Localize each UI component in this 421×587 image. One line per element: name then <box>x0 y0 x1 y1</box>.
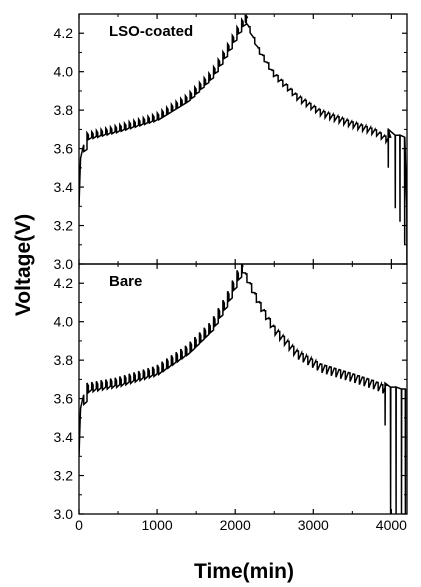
panel-label: LSO-coated <box>109 23 193 40</box>
y-axis-title: Voltage(V) <box>12 214 35 316</box>
y-tick-label: 3.4 <box>54 429 74 445</box>
panel-bare: 3.0 3.2 3.4 3.6 3.8 4.0 4.2 Bare <box>54 263 408 522</box>
x-tick-label: 2000 <box>220 517 251 533</box>
y-tick-label: 3.8 <box>54 352 74 368</box>
y-tick-label: 4.0 <box>54 314 74 330</box>
y-tick-label: 4.2 <box>54 25 74 41</box>
panels-group: 3.0 3.2 3.4 3.6 3.8 4.0 4.2 LSO-coated 3.0 3.2 3.4… <box>54 13 408 522</box>
y-tick-label: 4.0 <box>54 64 74 80</box>
voltage-curve <box>79 14 407 264</box>
plot-frame <box>78 13 408 265</box>
y-tick-label: 3.0 <box>54 506 74 522</box>
panel-lso-coated: 3.0 3.2 3.4 3.6 3.8 4.0 4.2 LSO-coated <box>54 13 408 272</box>
y-tick-label: 4.2 <box>54 275 74 291</box>
voltage-curve <box>79 264 407 514</box>
y-tick-label: 3.2 <box>54 468 74 484</box>
plot-frame <box>78 263 408 515</box>
panel-label: Bare <box>109 273 142 290</box>
y-tick-label: 3.0 <box>54 256 74 272</box>
y-tick-label: 3.4 <box>54 179 74 195</box>
x-tick-label: 3000 <box>298 517 329 533</box>
x-axis-title: Time(min) <box>194 560 294 583</box>
y-tick-label: 3.6 <box>54 391 74 407</box>
y-tick-label: 3.8 <box>54 102 74 118</box>
y-tick-label: 3.2 <box>54 218 74 234</box>
x-tick-label: 1000 <box>142 517 173 533</box>
x-tick-label: 4000 <box>376 517 407 533</box>
x-tick-labels: 0 1000 2000 3000 4000 <box>75 517 407 533</box>
x-tick-label: 0 <box>75 517 83 533</box>
y-tick-label: 3.6 <box>54 141 74 157</box>
